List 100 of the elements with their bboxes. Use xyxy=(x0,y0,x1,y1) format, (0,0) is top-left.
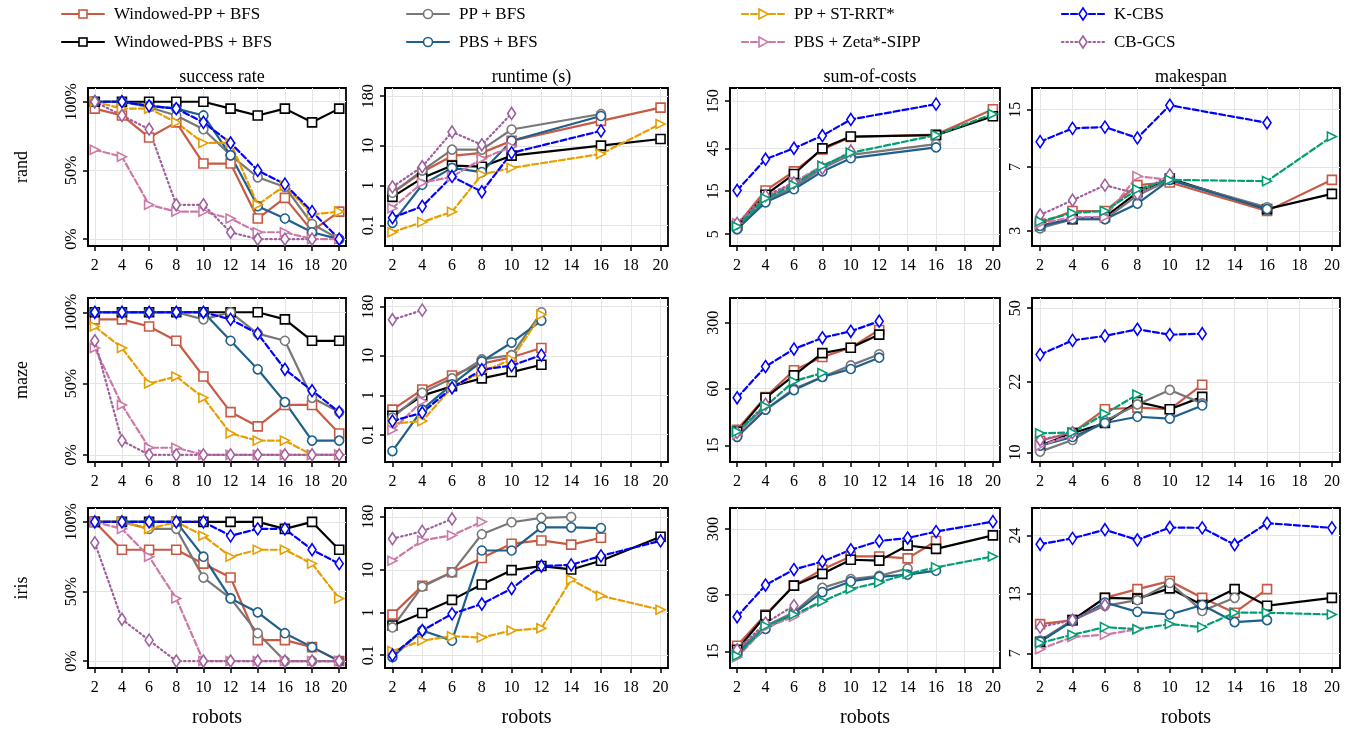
x-tick-label: 12 xyxy=(222,255,239,273)
x-tick-label: 20 xyxy=(331,471,348,489)
legend-label: PP + ST-RRT* xyxy=(794,4,895,24)
legend-label: PBS + Zeta*-SIPP xyxy=(794,32,921,52)
x-tick-label: 18 xyxy=(304,471,321,489)
y-tick-label: 15 xyxy=(1005,101,1023,118)
x-tick-label: 6 xyxy=(789,677,798,695)
x-tick-label: 4 xyxy=(418,677,427,695)
x-tick-label: 16 xyxy=(1259,471,1276,489)
x-tick-label: 4 xyxy=(761,471,770,489)
y-tick-label: 0.1 xyxy=(358,645,376,666)
x-tick-label: 18 xyxy=(956,471,973,489)
x-tick-label: 12 xyxy=(871,471,888,489)
x-tick-label: 12 xyxy=(222,677,239,695)
y-tick-label: 60 xyxy=(703,380,721,397)
x-tick-label: 12 xyxy=(871,677,888,695)
x-tick-label: 10 xyxy=(1161,677,1178,695)
y-tick-label: 3 xyxy=(1005,226,1023,235)
x-tick-label: 8 xyxy=(477,677,486,695)
x-tick-label: 2 xyxy=(1036,677,1045,695)
legend-label: CB-GCS xyxy=(1114,32,1176,52)
x-tick-label: 6 xyxy=(448,255,457,273)
chart-title: success rate xyxy=(179,66,265,86)
x-tick-label: 14 xyxy=(1226,677,1243,695)
x-tick-label: 2 xyxy=(1036,255,1045,273)
x-tick-label: 4 xyxy=(761,677,770,695)
x-tick-label: 14 xyxy=(563,471,580,489)
x-tick-label: 18 xyxy=(1291,255,1308,273)
x-tick-label: 18 xyxy=(956,255,973,273)
x-tick-label: 4 xyxy=(761,255,770,273)
x-tick-label: 6 xyxy=(1100,677,1109,695)
x-tick-label: 8 xyxy=(818,471,827,489)
x-tick-label: 12 xyxy=(1194,471,1211,489)
x-tick-label: 10 xyxy=(503,471,520,489)
x-axis-title: robots xyxy=(1161,705,1212,727)
x-tick-label: 12 xyxy=(222,471,239,489)
x-tick-label: 16 xyxy=(592,255,609,273)
x-tick-label: 20 xyxy=(984,677,1001,695)
y-tick-label: 0% xyxy=(61,228,79,250)
x-tick-label: 6 xyxy=(789,255,798,273)
x-tick-label: 16 xyxy=(1259,677,1276,695)
x-tick-label: 16 xyxy=(928,677,945,695)
y-tick-label: 180 xyxy=(358,504,376,529)
x-tick-label: 8 xyxy=(172,677,181,695)
x-tick-label: 4 xyxy=(1068,471,1077,489)
y-tick-label: 1 xyxy=(358,391,376,400)
x-tick-label: 8 xyxy=(818,677,827,695)
y-tick-label: 180 xyxy=(358,294,376,319)
x-tick-label: 20 xyxy=(1323,677,1340,695)
x-tick-label: 10 xyxy=(195,471,212,489)
y-tick-label: 10 xyxy=(1005,444,1023,461)
y-tick-label: 100% xyxy=(61,293,79,331)
legend-label: Windowed-PP + BFS xyxy=(114,4,261,24)
x-tick-label: 16 xyxy=(1259,255,1276,273)
y-tick-label: 15 xyxy=(703,437,721,454)
y-tick-label: 1 xyxy=(358,608,376,617)
x-tick-label: 14 xyxy=(563,677,580,695)
y-tick-label: 0% xyxy=(61,650,79,672)
x-axis-title: robots xyxy=(501,705,552,727)
x-tick-label: 18 xyxy=(622,677,639,695)
legend-label: PBS + BFS xyxy=(459,32,538,52)
x-tick-label: 2 xyxy=(90,255,99,273)
x-tick-label: 4 xyxy=(418,255,427,273)
x-tick-label: 6 xyxy=(789,471,798,489)
x-tick-label: 8 xyxy=(818,255,827,273)
y-tick-label: 15 xyxy=(703,183,721,200)
x-tick-label: 12 xyxy=(1194,677,1211,695)
x-tick-label: 4 xyxy=(117,677,126,695)
y-axis-title: iris xyxy=(11,576,31,600)
x-tick-label: 16 xyxy=(928,255,945,273)
x-axis-title: robots xyxy=(840,705,891,727)
x-tick-label: 6 xyxy=(1100,255,1109,273)
x-tick-label: 20 xyxy=(984,255,1001,273)
x-tick-label: 8 xyxy=(172,255,181,273)
x-tick-label: 20 xyxy=(331,255,348,273)
x-tick-label: 2 xyxy=(388,471,397,489)
x-tick-label: 2 xyxy=(733,677,742,695)
x-tick-label: 16 xyxy=(592,471,609,489)
x-tick-label: 6 xyxy=(1100,471,1109,489)
y-tick-label: 50% xyxy=(61,368,79,399)
x-tick-label: 12 xyxy=(533,255,550,273)
y-tick-label: 60 xyxy=(703,586,721,603)
x-tick-label: 10 xyxy=(503,677,520,695)
x-tick-label: 4 xyxy=(418,471,427,489)
x-tick-label: 14 xyxy=(249,677,266,695)
x-tick-label: 16 xyxy=(276,471,293,489)
x-tick-label: 8 xyxy=(477,471,486,489)
x-tick-label: 14 xyxy=(899,471,916,489)
legend-label: Windowed-PBS + BFS xyxy=(114,32,273,52)
x-tick-label: 6 xyxy=(145,471,154,489)
x-tick-label: 18 xyxy=(304,255,321,273)
x-tick-label: 8 xyxy=(1133,677,1142,695)
x-tick-label: 20 xyxy=(331,677,348,695)
x-tick-label: 18 xyxy=(622,471,639,489)
x-tick-label: 14 xyxy=(1226,471,1243,489)
legend-label: K-CBS xyxy=(1114,4,1165,24)
x-tick-label: 16 xyxy=(592,677,609,695)
x-tick-label: 14 xyxy=(563,255,580,273)
y-tick-label: 15 xyxy=(703,643,721,660)
x-tick-label: 20 xyxy=(1323,255,1340,273)
